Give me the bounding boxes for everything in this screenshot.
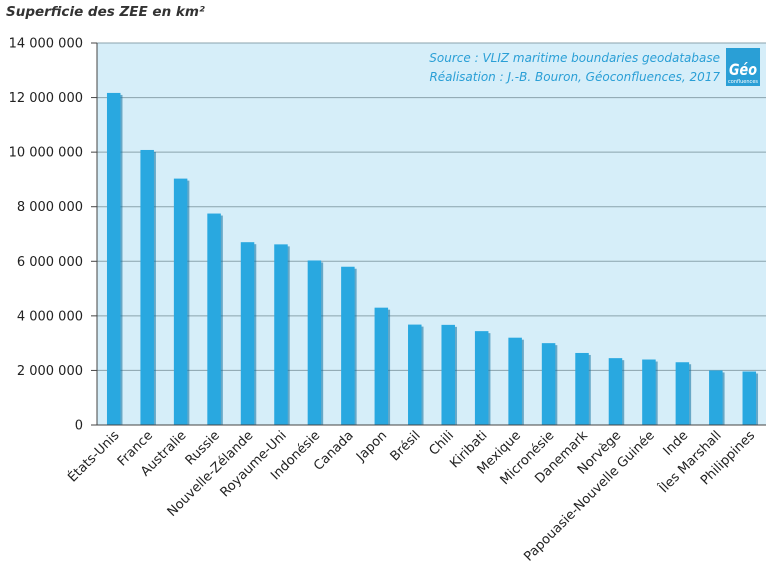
bar-Norvège xyxy=(608,358,623,425)
bar-Philippines xyxy=(742,371,757,425)
bar-Kiribati xyxy=(474,331,489,425)
x-tick-label: Brésil xyxy=(388,428,424,464)
y-tick-label: 10 000 000 xyxy=(9,146,83,161)
bar-Danemark xyxy=(575,352,589,425)
geoconfluences-logo: Géo confluences xyxy=(726,48,760,86)
bar-Indonésie xyxy=(307,260,322,425)
y-axis-ticks: 0 2 000 000 4 000 000 6 000 000 8 000 000 10 … xyxy=(9,37,98,434)
bar-Australie xyxy=(173,178,188,425)
source-line-2: Réalisation : J.-B. Bouron, Géoconfluenc… xyxy=(429,70,720,84)
logo-text: Géo xyxy=(729,60,757,79)
x-axis-labels: États-UnisFranceAustralieRussieNouvelle-… xyxy=(65,424,766,565)
chart-title: Superficie des ZEE en km² xyxy=(6,4,205,20)
x-tick-label: Inde xyxy=(661,428,692,459)
bars xyxy=(106,92,759,425)
y-tick-label: 4 000 000 xyxy=(17,309,83,324)
y-tick-label: 0 xyxy=(75,419,83,434)
logo-box xyxy=(726,48,760,86)
x-tick-label: Japon xyxy=(353,428,390,465)
y-tick-label: 8 000 000 xyxy=(17,200,83,215)
bar-Royaume-Uni xyxy=(274,244,288,425)
x-tick-label: Chili xyxy=(427,428,458,459)
bar-Brésil xyxy=(408,324,422,425)
source-line-1: Source : VLIZ maritime boundaries geodat… xyxy=(429,51,720,65)
bar-Russie xyxy=(207,213,221,425)
y-tick-label: 6 000 000 xyxy=(17,255,83,270)
bar-Inde xyxy=(675,362,690,425)
bar-Mexique xyxy=(508,337,522,425)
y-tick-label: 12 000 000 xyxy=(9,91,83,106)
bar-France xyxy=(140,149,154,425)
plot-background xyxy=(97,43,766,425)
bar-Micronésie xyxy=(541,343,556,425)
chart-title-text: Superficie des ZEE en km² xyxy=(6,4,205,20)
source-annotation: Source : VLIZ maritime boundaries geodat… xyxy=(429,51,720,84)
logo-subtext: confluences xyxy=(728,79,758,85)
x-tick-label: États-Unis xyxy=(65,427,123,485)
bar-Canada xyxy=(341,266,355,425)
y-tick-label: 14 000 000 xyxy=(9,37,83,52)
bar-Papouasie-Nouvelle Guinée xyxy=(642,359,656,425)
bar-Nouvelle-Zélande xyxy=(240,242,255,425)
bar-Japon xyxy=(374,307,389,425)
bar-Îles Marshall xyxy=(709,370,723,425)
bar-États-Unis xyxy=(106,92,121,425)
bar-Chili xyxy=(441,324,455,425)
y-tick-label: 2 000 000 xyxy=(17,364,83,379)
